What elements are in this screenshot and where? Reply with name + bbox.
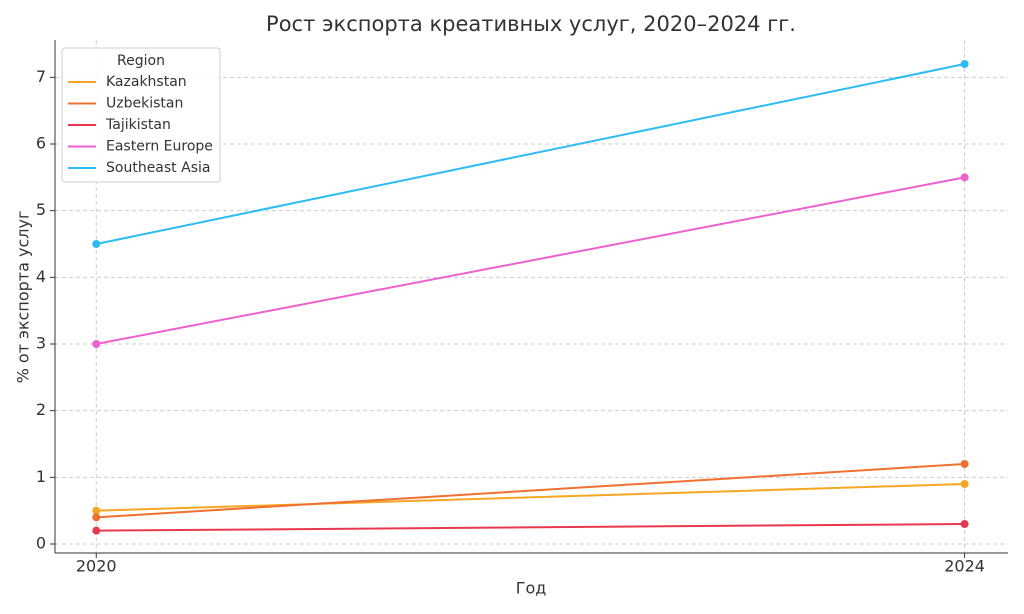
y-tick-label: 5 — [36, 200, 46, 219]
legend-label: Kazakhstan — [106, 74, 187, 90]
legend-box — [61, 47, 221, 183]
legend-label: Tajikistan — [105, 117, 171, 133]
data-point — [92, 526, 101, 535]
y-tick-label: 1 — [36, 467, 46, 486]
series-line — [96, 523, 965, 532]
y-tick-label: 2 — [36, 400, 46, 419]
data-point — [960, 173, 969, 182]
y-tick-label: 7 — [36, 67, 46, 86]
y-tick-label: 4 — [36, 267, 46, 286]
data-point — [92, 513, 101, 522]
data-point — [960, 480, 969, 488]
y-tick-label: 3 — [36, 334, 46, 353]
data-point — [92, 240, 101, 248]
legend-label: Southeast Asia — [106, 160, 210, 176]
x-tick-label: 2020 — [76, 557, 117, 576]
legend-label: Uzbekistan — [106, 96, 183, 112]
series-line — [96, 483, 965, 512]
series-line — [96, 176, 965, 345]
series-line — [96, 463, 965, 519]
legend-label: Eastern Europe — [106, 139, 213, 155]
chart-title: Рост экспорта креативных услуг, 2020–202… — [266, 12, 796, 36]
x-tick-label: 2024 — [944, 557, 985, 576]
y-tick-label: 0 — [36, 534, 46, 553]
data-point — [960, 460, 969, 468]
data-point — [92, 340, 101, 348]
x-axis-label: Год — [516, 579, 547, 598]
y-axis-label: % от экспорта услуг — [14, 211, 33, 384]
y-tick-label: 6 — [36, 134, 46, 153]
data-point — [960, 520, 969, 528]
data-point — [92, 506, 101, 515]
legend-title: Region — [117, 53, 165, 69]
series-line — [96, 63, 965, 245]
data-point — [960, 60, 969, 68]
